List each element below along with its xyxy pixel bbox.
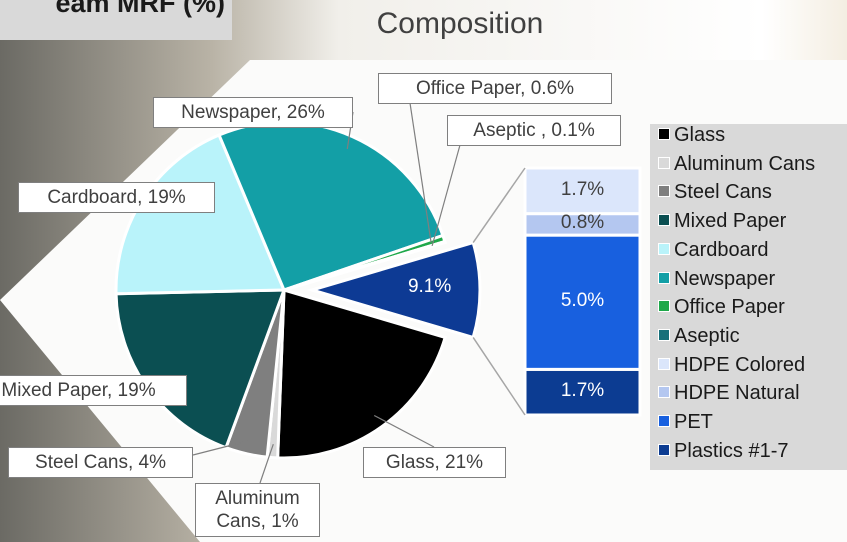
legend-item: Aseptic (658, 325, 740, 348)
page-title: eam MRF (%) (55, 0, 225, 18)
legend-swatch (658, 329, 670, 341)
legend-item: Glass (658, 124, 725, 147)
legend-swatch (658, 358, 670, 370)
legend-item: HDPE Colored (658, 354, 805, 377)
slice-label: Aluminum Cans, 1% (195, 483, 320, 537)
legend-swatch (658, 444, 670, 456)
legend-label: Steel Cans (674, 181, 772, 203)
legend-item: Aluminum Cans (658, 153, 815, 176)
legend-item: HDPE Natural (658, 382, 800, 405)
legend-swatch (658, 415, 670, 427)
legend-item: Cardboard (658, 239, 769, 262)
bar-label: 5.0% (525, 290, 640, 312)
slice-label: Cardboard, 19% (18, 182, 215, 213)
slice-label: Glass, 21% (363, 447, 506, 478)
legend-item: Plastics #1-7 (658, 440, 789, 463)
legend-item: Mixed Paper (658, 210, 786, 233)
legend-label: Office Paper (674, 296, 785, 318)
chart-title: Composition (377, 7, 544, 40)
page: eam MRF (%) Composition (() => { const d… (0, 0, 847, 542)
bar-label: 0.8% (525, 212, 640, 234)
legend-label: Newspaper (674, 268, 775, 290)
legend-swatch (658, 214, 670, 226)
legend-label: Aseptic (674, 325, 740, 347)
legend-label: Cardboard (674, 239, 769, 261)
legend-swatch (658, 300, 670, 312)
legend-label: Plastics #1-7 (674, 440, 789, 462)
slice-label: Aseptic , 0.1% (447, 115, 621, 146)
bar-label: 1.7% (525, 179, 640, 201)
legend-label: Aluminum Cans (674, 153, 815, 175)
slice-label: Mixed Paper, 19% (0, 375, 187, 406)
legend-item: PET (658, 411, 713, 434)
legend-item: Steel Cans (658, 181, 772, 204)
bar-label: 1.7% (525, 380, 640, 402)
slice-label: Newspaper, 26% (153, 97, 353, 128)
legend-item: Office Paper (658, 296, 785, 319)
legend-swatch (658, 243, 670, 255)
legend-item: Newspaper (658, 268, 775, 291)
legend-swatch (658, 128, 670, 140)
slice-label: 9.1% (390, 276, 470, 298)
legend-label: Mixed Paper (674, 210, 786, 232)
legend-swatch (658, 386, 670, 398)
legend-swatch (658, 185, 670, 197)
legend-label: PET (674, 411, 713, 433)
legend-swatch (658, 272, 670, 284)
slice-label: Steel Cans, 4% (8, 447, 193, 478)
legend-swatch (658, 157, 670, 169)
legend-label: HDPE Colored (674, 354, 805, 376)
legend-label: HDPE Natural (674, 382, 800, 404)
legend-label: Glass (674, 124, 725, 146)
slice-label: Office Paper, 0.6% (378, 73, 612, 104)
